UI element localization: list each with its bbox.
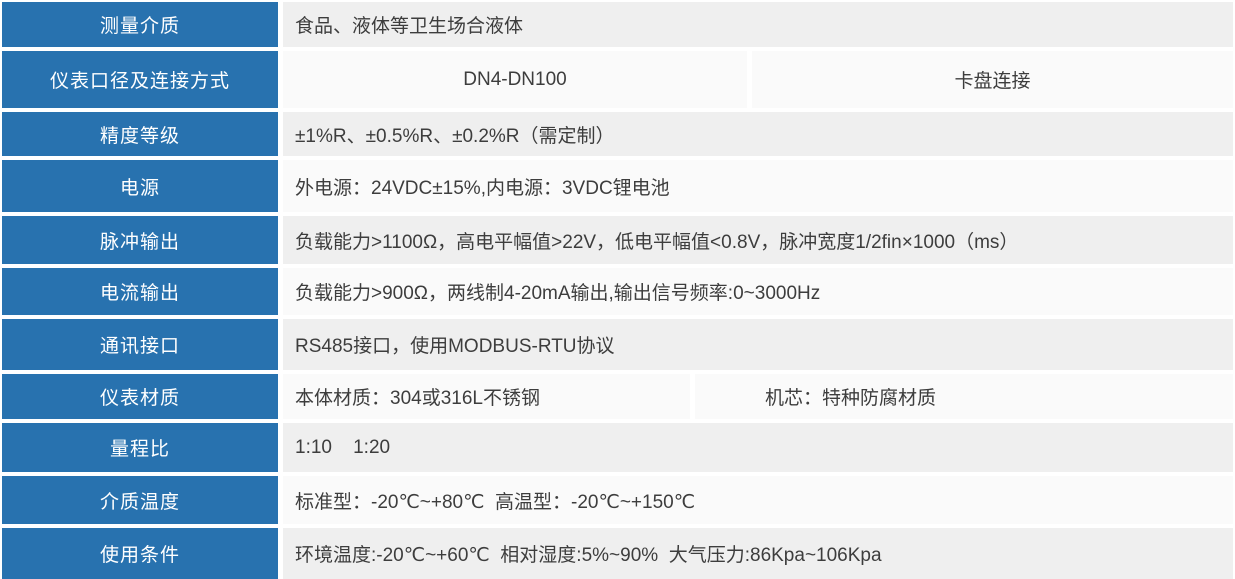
spec-value-cell: ±1%R、±0.5%R、±0.2%R（需定制） — [283, 112, 1233, 156]
row-content: 本体材质：304或316L不锈钢 机芯：特种防腐材质 — [283, 374, 1233, 419]
row-content: 环境温度:-20℃~+60℃ 相对湿度:5%~90% 大气压力:86Kpa~10… — [283, 528, 1233, 579]
spec-value-cell: 卡盘连接 — [752, 51, 1233, 108]
spec-value-cell: 本体材质：304或316L不锈钢 — [283, 374, 690, 419]
table-row: 介质温度 标准型：-20℃~+80℃ 高温型：-20℃~+150℃ — [2, 476, 1233, 524]
spec-value-cell: 环境温度:-20℃~+60℃ 相对湿度:5%~90% 大气压力:86Kpa~10… — [283, 528, 1233, 579]
row-content: RS485接口，使用MODBUS-RTU协议 — [283, 319, 1233, 370]
row-label: 精度等级 — [2, 112, 278, 156]
row-label: 电流输出 — [2, 268, 278, 315]
table-row: 电流输出 负载能力>900Ω，两线制4-20mA输出,输出信号频率:0~3000… — [2, 268, 1233, 315]
spec-value-cell: 1:10 1:20 — [283, 423, 1233, 472]
row-content: 标准型：-20℃~+80℃ 高温型：-20℃~+150℃ — [283, 476, 1233, 524]
row-label: 仪表口径及连接方式 — [2, 51, 278, 108]
table-row: 使用条件 环境温度:-20℃~+60℃ 相对湿度:5%~90% 大气压力:86K… — [2, 528, 1233, 579]
row-content: DN4-DN100 卡盘连接 — [283, 51, 1233, 108]
table-row: 仪表材质 本体材质：304或316L不锈钢 机芯：特种防腐材质 — [2, 374, 1233, 419]
row-label: 脉冲输出 — [2, 216, 278, 264]
row-label: 仪表材质 — [2, 374, 278, 419]
row-content: 负载能力>1100Ω，高电平幅值>22V，低电平幅值<0.8V，脉冲宽度1/2f… — [283, 216, 1233, 264]
table-row: 电源 外电源：24VDC±15%,内电源：3VDC锂电池 — [2, 160, 1233, 212]
table-row: 脉冲输出 负载能力>1100Ω，高电平幅值>22V，低电平幅值<0.8V，脉冲宽… — [2, 216, 1233, 264]
spec-value-cell: 负载能力>900Ω，两线制4-20mA输出,输出信号频率:0~3000Hz — [283, 268, 1233, 315]
spec-value-cell: 食品、液体等卫生场合液体 — [283, 2, 1233, 47]
spec-value-cell: 机芯：特种防腐材质 — [695, 374, 1233, 419]
row-content: 1:10 1:20 — [283, 423, 1233, 472]
row-content: 负载能力>900Ω，两线制4-20mA输出,输出信号频率:0~3000Hz — [283, 268, 1233, 315]
row-content: ±1%R、±0.5%R、±0.2%R（需定制） — [283, 112, 1233, 156]
row-label: 使用条件 — [2, 528, 278, 579]
spec-value-cell: 负载能力>1100Ω，高电平幅值>22V，低电平幅值<0.8V，脉冲宽度1/2f… — [283, 216, 1233, 264]
row-label: 电源 — [2, 160, 278, 212]
table-row: 通讯接口 RS485接口，使用MODBUS-RTU协议 — [2, 319, 1233, 370]
row-content: 食品、液体等卫生场合液体 — [283, 2, 1233, 47]
spec-value-cell: RS485接口，使用MODBUS-RTU协议 — [283, 319, 1233, 370]
table-row: 精度等级 ±1%R、±0.5%R、±0.2%R（需定制） — [2, 112, 1233, 156]
row-label: 介质温度 — [2, 476, 278, 524]
spec-value-cell: DN4-DN100 — [283, 51, 747, 108]
table-row: 测量介质 食品、液体等卫生场合液体 — [2, 2, 1233, 47]
row-label: 量程比 — [2, 423, 278, 472]
spec-value-cell: 外电源：24VDC±15%,内电源：3VDC锂电池 — [283, 160, 1233, 212]
table-row: 量程比 1:10 1:20 — [2, 423, 1233, 472]
row-label: 通讯接口 — [2, 319, 278, 370]
row-content: 外电源：24VDC±15%,内电源：3VDC锂电池 — [283, 160, 1233, 212]
spec-value-cell: 标准型：-20℃~+80℃ 高温型：-20℃~+150℃ — [283, 476, 1233, 524]
table-row: 仪表口径及连接方式 DN4-DN100 卡盘连接 — [2, 51, 1233, 108]
row-label: 测量介质 — [2, 2, 278, 47]
